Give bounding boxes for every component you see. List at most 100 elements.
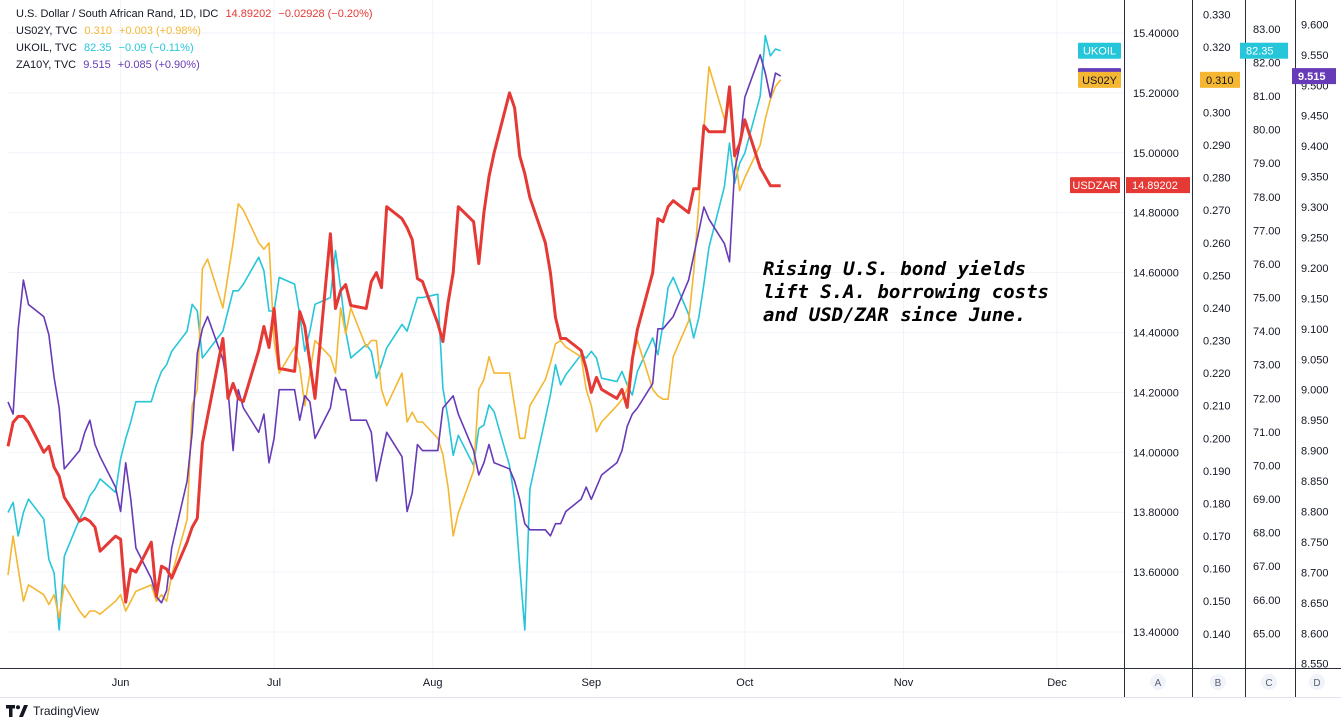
y-tick-label-a: 14.00000 [1133,447,1179,459]
y-tick-label-c: 83.00 [1253,24,1281,36]
y-tick-label-d: 9.550 [1301,50,1329,62]
y-tick-label-c: 75.00 [1253,293,1281,305]
y-tick-label-c: 73.00 [1253,360,1281,372]
legend-row-us02y: US02Y, TVC 0.310 +0.003 (+0.98%) [16,23,373,40]
tradingview-brand: TradingView [33,704,100,718]
chart-legend: U.S. Dollar / South African Rand, 1D, ID… [16,6,373,74]
y-tick-label-b: 0.150 [1203,596,1231,608]
y-tick-label-b: 0.260 [1203,238,1231,250]
series-name-tag [1070,177,1120,194]
series-name-label: US02Y [1082,75,1118,87]
y-tick-label-a: 15.00000 [1133,148,1179,160]
series-value-label: 0.310 [1206,75,1234,87]
y-tick-label-c: 69.00 [1253,494,1281,506]
tradingview-logo-icon [6,705,28,717]
pane-label-badge [1309,674,1325,690]
y-tick-label-d: 9.450 [1301,111,1329,123]
y-tick-label-b: 0.220 [1203,368,1231,380]
series-value-label: 9.515 [1298,71,1326,83]
y-tick-label-a: 13.40000 [1133,627,1179,639]
x-tick-label: Dec [1047,677,1067,689]
legend-price: 0.310 [84,25,112,37]
y-tick-label-a: 15.20000 [1133,88,1179,100]
y-tick-label-b: 0.250 [1203,270,1231,282]
y-tick-label-b: 0.320 [1203,42,1231,54]
y-tick-label-c: 65.00 [1253,628,1281,640]
tradingview-footer[interactable]: TradingView [6,704,99,718]
legend-symbol: US02Y, TVC [16,25,78,37]
y-tick-label-d: 8.550 [1301,659,1329,671]
y-tick-label-c: 71.00 [1253,427,1281,439]
y-tick-label-d: 8.900 [1301,446,1329,458]
y-tick-label-b: 0.180 [1203,498,1231,510]
series-name-tag [1078,42,1121,59]
pane-label-badge [1210,674,1226,690]
y-tick-label-b: 0.190 [1203,466,1231,478]
legend-price: 14.89202 [225,8,272,20]
legend-row-ukoil: UKOIL, TVC 82.35 −0.09 (−0.11%) [16,40,373,57]
y-tick-label-d: 9.100 [1301,324,1329,336]
series-value-tag [1126,177,1190,194]
y-tick-label-d: 9.150 [1301,293,1329,305]
y-tick-label-b: 0.210 [1203,401,1231,413]
legend-row-za10y: ZA10Y, TVC 9.515 +0.085 (+0.90%) [16,57,373,74]
y-tick-label-a: 14.40000 [1133,328,1179,340]
y-tick-label-b: 0.280 [1203,173,1231,185]
y-tick-label-d: 8.750 [1301,537,1329,549]
y-tick-label-c: 67.00 [1253,561,1281,573]
y-tick-label-d: 9.250 [1301,232,1329,244]
y-tick-label-d: 9.050 [1301,354,1329,366]
y-tick-label-d: 9.200 [1301,263,1329,275]
pane-label: A [1155,678,1162,689]
pane-label: B [1215,678,1222,689]
series-value-tag [1200,71,1240,88]
pane-label: C [1265,678,1272,689]
y-tick-label-d: 9.600 [1301,19,1329,31]
legend-change: +0.085 (+0.90%) [117,59,200,71]
series-line-za10y [7,54,782,604]
y-tick-label-d: 9.350 [1301,172,1329,184]
y-tick-label-c: 78.00 [1253,192,1281,204]
y-tick-label-a: 14.60000 [1133,268,1179,280]
y-tick-label-d: 8.850 [1301,476,1329,488]
y-tick-label-b: 0.330 [1203,10,1231,22]
series-line-usdzar [6,85,781,604]
y-tick-label-d: 9.400 [1301,141,1329,153]
legend-change: −0.09 (−0.11%) [118,42,194,54]
series-value-label: 14.89202 [1132,180,1178,192]
legend-price: 9.515 [83,59,111,71]
y-tick-label-a: 14.20000 [1133,387,1179,399]
x-tick-label: Nov [894,677,914,689]
y-tick-label-b: 0.170 [1203,531,1231,543]
y-tick-label-d: 8.800 [1301,507,1329,519]
y-tick-label-b: 0.230 [1203,336,1231,348]
y-tick-label-d: 8.650 [1301,598,1329,610]
pane-label-badge [1261,674,1277,690]
y-tick-label-b: 0.290 [1203,140,1231,152]
y-tick-label-c: 68.00 [1253,528,1281,540]
y-tick-label-d: 9.000 [1301,385,1329,397]
pane-label: D [1313,678,1320,689]
y-tick-label-c: 80.00 [1253,125,1281,137]
y-tick-label-a: 13.80000 [1133,507,1179,519]
y-tick-label-b: 0.300 [1203,107,1231,119]
series-value-tag [1240,42,1288,59]
legend-price: 82.35 [84,42,112,54]
x-tick-label: Jun [112,677,130,689]
legend-change: +0.003 (+0.98%) [119,25,201,37]
series-line-us02y [7,66,782,619]
y-tick-label-c: 72.00 [1253,393,1281,405]
chart-annotation: Rising U.S. bond yields lift S.A. borrow… [763,258,1049,326]
y-tick-label-d: 8.950 [1301,415,1329,427]
y-tick-label-d: 9.300 [1301,202,1329,214]
y-tick-label-b: 0.160 [1203,564,1231,576]
series-value-label: 82.35 [1246,46,1274,58]
x-tick-label: Aug [423,677,443,689]
legend-change: −0.02928 (−0.20%) [278,8,373,20]
y-tick-label-d: 8.600 [1301,628,1329,640]
y-tick-label-b: 0.240 [1203,303,1231,315]
legend-row-usdzar: U.S. Dollar / South African Rand, 1D, ID… [16,6,373,23]
series-name-tag [1078,71,1121,88]
x-tick-label: Jul [267,677,281,689]
